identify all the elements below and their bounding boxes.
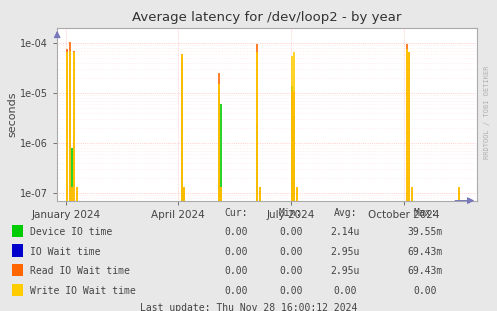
Y-axis label: seconds: seconds <box>7 91 17 137</box>
Text: RRDTOOL / TOBI OETIKER: RRDTOOL / TOBI OETIKER <box>484 65 490 159</box>
Text: 0.00: 0.00 <box>224 266 248 276</box>
Text: IO Wait time: IO Wait time <box>30 247 100 257</box>
Text: 69.43m: 69.43m <box>408 266 442 276</box>
Text: Write IO Wait time: Write IO Wait time <box>30 286 136 296</box>
Text: 0.00: 0.00 <box>279 227 303 237</box>
Text: 0.00: 0.00 <box>224 227 248 237</box>
Text: Min:: Min: <box>279 208 303 218</box>
Text: 0.00: 0.00 <box>224 247 248 257</box>
Text: 2.95u: 2.95u <box>331 247 360 257</box>
Text: 0.00: 0.00 <box>413 286 437 296</box>
Text: 0.00: 0.00 <box>279 247 303 257</box>
Text: 0.00: 0.00 <box>279 266 303 276</box>
Text: Last update: Thu Nov 28 16:00:12 2024: Last update: Thu Nov 28 16:00:12 2024 <box>140 303 357 311</box>
Text: Max:: Max: <box>413 208 437 218</box>
Text: 39.55m: 39.55m <box>408 227 442 237</box>
Text: Device IO time: Device IO time <box>30 227 112 237</box>
Text: 2.14u: 2.14u <box>331 227 360 237</box>
Title: Average latency for /dev/loop2 - by year: Average latency for /dev/loop2 - by year <box>132 11 402 24</box>
Text: 69.43m: 69.43m <box>408 247 442 257</box>
Text: Avg:: Avg: <box>333 208 357 218</box>
Text: 0.00: 0.00 <box>279 286 303 296</box>
Text: 0.00: 0.00 <box>333 286 357 296</box>
Text: 2.95u: 2.95u <box>331 266 360 276</box>
Text: Read IO Wait time: Read IO Wait time <box>30 266 130 276</box>
Text: Cur:: Cur: <box>224 208 248 218</box>
Text: 0.00: 0.00 <box>224 286 248 296</box>
